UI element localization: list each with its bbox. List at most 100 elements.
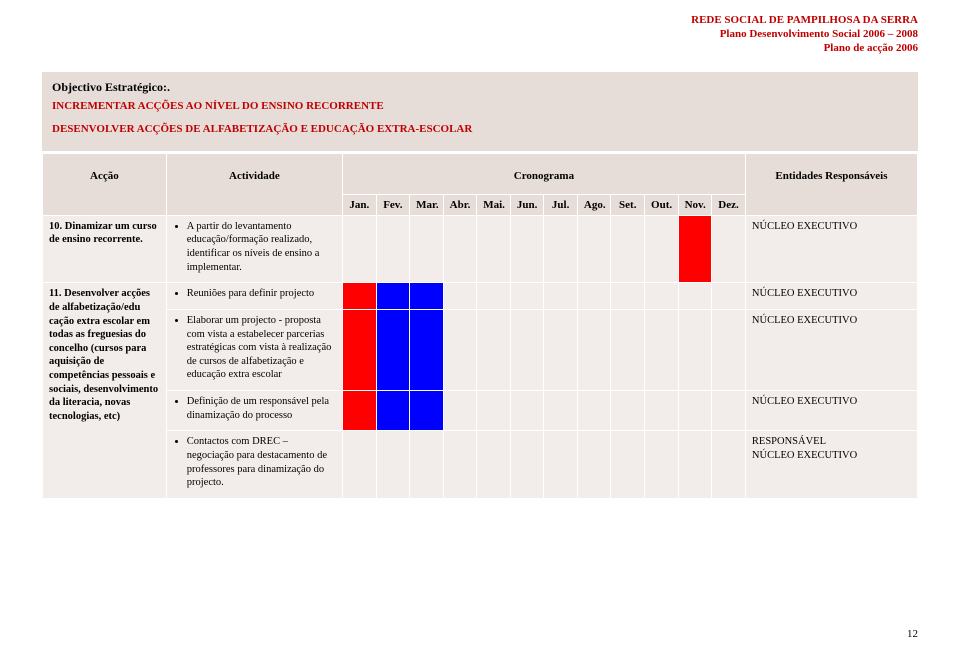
activity-1: A partir do levantamento educação/formaç…	[166, 215, 342, 283]
sched-cell	[510, 309, 544, 390]
sched-cell	[510, 283, 544, 310]
plan-table: Acção Actividade Cronograma Entidades Re…	[42, 153, 918, 499]
th-month-jun: Jun.	[510, 194, 544, 215]
sched-cell	[611, 215, 645, 283]
header-line-3: Plano de acção 2006	[691, 42, 918, 56]
sched-cell	[611, 283, 645, 310]
sched-cell	[678, 309, 712, 390]
th-month-dez: Dez.	[712, 194, 746, 215]
entidade-5-line1: RESPONSÁVEL	[752, 435, 911, 449]
sched-cell	[410, 309, 444, 390]
th-month-abr: Abr.	[443, 194, 477, 215]
sched-cell	[712, 431, 746, 499]
sched-cell	[611, 431, 645, 499]
sched-cell	[544, 431, 578, 499]
th-month-jul: Jul.	[544, 194, 578, 215]
entidade-3: NÚCLEO EXECUTIVO	[745, 309, 917, 390]
entidade-1: NÚCLEO EXECUTIVO	[745, 215, 917, 283]
table-head: Acção Actividade Cronograma Entidades Re…	[43, 153, 918, 215]
sched-cell	[376, 431, 410, 499]
sched-cell	[510, 431, 544, 499]
document-header: REDE SOCIAL DE PAMPILHOSA DA SERRA Plano…	[691, 14, 918, 55]
sched-cell	[577, 391, 611, 431]
sched-cell	[510, 215, 544, 283]
th-month-set: Set.	[611, 194, 645, 215]
th-month-fev: Fev.	[376, 194, 410, 215]
activity-4: Definição de um responsável pela dinamiz…	[166, 391, 342, 431]
sched-cell	[645, 431, 679, 499]
activity-5: Contactos com DREC – negociação para des…	[166, 431, 342, 499]
sched-cell	[410, 431, 444, 499]
sched-cell	[342, 283, 376, 310]
table-row: 11. Desenvolver acções de alfabetização/…	[43, 283, 918, 310]
sched-cell	[544, 215, 578, 283]
sched-cell	[443, 431, 477, 499]
sched-cell	[477, 215, 511, 283]
table-row: Elaborar um projecto - proposta com vist…	[43, 309, 918, 390]
th-entidades: Entidades Responsáveis	[745, 153, 917, 215]
sched-cell	[443, 391, 477, 431]
sched-cell	[477, 431, 511, 499]
sched-cell	[645, 309, 679, 390]
accao-11: 11. Desenvolver acções de alfabetização/…	[43, 283, 167, 499]
objective-line-2: DESENVOLVER ACÇÕES DE ALFABETIZAÇÃO E ED…	[52, 122, 908, 137]
sched-cell	[443, 309, 477, 390]
th-month-jan: Jan.	[342, 194, 376, 215]
activity-5-text: Contactos com DREC – negociação para des…	[187, 435, 336, 490]
objective-label: Objectivo Estratégico:.	[52, 80, 908, 95]
sched-cell	[577, 215, 611, 283]
sched-cell	[645, 391, 679, 431]
sched-cell	[544, 309, 578, 390]
activity-3: Elaborar um projecto - proposta com vist…	[166, 309, 342, 390]
th-month-nov: Nov.	[678, 194, 712, 215]
sched-cell	[577, 309, 611, 390]
sched-cell	[477, 283, 511, 310]
sched-cell	[611, 391, 645, 431]
sched-cell	[443, 283, 477, 310]
th-month-ago: Ago.	[577, 194, 611, 215]
table-row: Contactos com DREC – negociação para des…	[43, 431, 918, 499]
activity-3-text: Elaborar um projecto - proposta com vist…	[187, 314, 336, 382]
sched-cell	[544, 391, 578, 431]
objective-block: Objectivo Estratégico:. INCREMENTAR ACÇÕ…	[42, 72, 918, 151]
sched-cell	[477, 309, 511, 390]
sched-cell	[477, 391, 511, 431]
activity-1-text: A partir do levantamento educação/formaç…	[187, 220, 336, 275]
sched-cell	[410, 283, 444, 310]
table-row: Definição de um responsável pela dinamiz…	[43, 391, 918, 431]
sched-cell	[678, 283, 712, 310]
sched-cell	[342, 431, 376, 499]
th-cronograma: Cronograma	[342, 153, 745, 194]
sched-cell	[376, 391, 410, 431]
th-actividade: Actividade	[166, 153, 342, 215]
table-row: 10. Dinamizar um curso de ensino recorre…	[43, 215, 918, 283]
sched-cell	[342, 391, 376, 431]
accao-10: 10. Dinamizar um curso de ensino recorre…	[43, 215, 167, 283]
sched-cell	[577, 283, 611, 310]
sched-cell	[678, 215, 712, 283]
table-body: 10. Dinamizar um curso de ensino recorre…	[43, 215, 918, 498]
page-number: 12	[907, 628, 918, 640]
sched-cell	[410, 215, 444, 283]
entidade-2: NÚCLEO EXECUTIVO	[745, 283, 917, 310]
th-month-mar: Mar.	[410, 194, 444, 215]
sched-cell	[712, 391, 746, 431]
sched-cell	[342, 215, 376, 283]
sched-cell	[712, 283, 746, 310]
page-content: Objectivo Estratégico:. INCREMENTAR ACÇÕ…	[42, 72, 918, 499]
sched-cell	[443, 215, 477, 283]
th-month-out: Out.	[645, 194, 679, 215]
sched-cell	[712, 309, 746, 390]
activity-2-text: Reuniões para definir projecto	[187, 287, 336, 301]
entidade-5-line2: NÚCLEO EXECUTIVO	[752, 449, 911, 463]
activity-4-text: Definição de um responsável pela dinamiz…	[187, 395, 336, 422]
th-accao: Acção	[43, 153, 167, 215]
sched-cell	[611, 309, 645, 390]
sched-cell	[577, 431, 611, 499]
sched-cell	[645, 283, 679, 310]
sched-cell	[544, 283, 578, 310]
sched-cell	[510, 391, 544, 431]
objective-line-1: INCREMENTAR ACÇÕES AO NÍVEL DO ENSINO RE…	[52, 99, 908, 114]
sched-cell	[342, 309, 376, 390]
sched-cell	[376, 215, 410, 283]
